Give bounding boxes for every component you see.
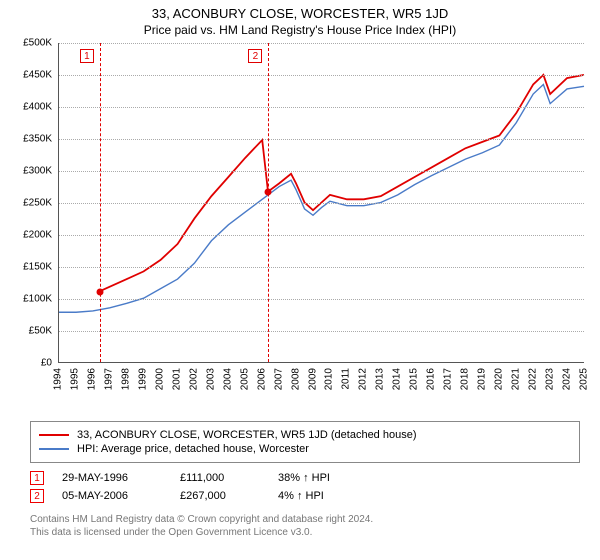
x-tick-label: 2007	[273, 368, 284, 390]
plot-area: 12	[58, 43, 584, 363]
price-paid-row: 2 05-MAY-2006 £267,000 4% ↑ HPI	[30, 487, 580, 505]
x-tick-label: 2024	[562, 368, 573, 390]
gridline-h	[59, 331, 584, 332]
x-tick-label: 2000	[154, 368, 165, 390]
legend-swatch	[39, 434, 69, 436]
gridline-h	[59, 43, 584, 44]
legend-swatch	[39, 448, 69, 450]
marker-line	[100, 43, 101, 362]
chart-title: 33, ACONBURY CLOSE, WORCESTER, WR5 1JD	[0, 0, 600, 21]
x-tick-label: 2001	[171, 368, 182, 390]
price-paid-amount: £267,000	[180, 490, 260, 502]
x-tick-label: 2011	[341, 368, 352, 390]
x-tick-label: 2006	[256, 368, 267, 390]
x-tick-label: 2022	[528, 368, 539, 390]
y-tick-label: £100K	[23, 294, 52, 305]
legend-item: 33, ACONBURY CLOSE, WORCESTER, WR5 1JD (…	[39, 428, 571, 442]
x-tick-label: 2018	[460, 368, 471, 390]
y-tick-label: £0	[41, 358, 52, 369]
price-paid-amount: £111,000	[180, 472, 260, 484]
price-paid-row: 1 29-MAY-1996 £111,000 38% ↑ HPI	[30, 469, 580, 487]
marker-dot	[96, 288, 103, 295]
x-tick-label: 1994	[53, 368, 64, 390]
legend-item: HPI: Average price, detached house, Worc…	[39, 442, 571, 456]
y-tick-label: £150K	[23, 262, 52, 273]
footer-attribution: Contains HM Land Registry data © Crown c…	[30, 513, 580, 539]
legend: 33, ACONBURY CLOSE, WORCESTER, WR5 1JD (…	[30, 421, 580, 463]
x-tick-label: 2017	[443, 368, 454, 390]
x-tick-label: 2004	[222, 368, 233, 390]
y-tick-label: £500K	[23, 38, 52, 49]
x-tick-label: 2015	[409, 368, 420, 390]
marker-badge: 1	[80, 49, 94, 63]
chart-subtitle: Price paid vs. HM Land Registry's House …	[0, 21, 600, 43]
x-tick-label: 1998	[120, 368, 131, 390]
x-tick-label: 1999	[137, 368, 148, 390]
x-tick-label: 2025	[579, 368, 590, 390]
x-tick-label: 2010	[324, 368, 335, 390]
legend-label: 33, ACONBURY CLOSE, WORCESTER, WR5 1JD (…	[77, 429, 417, 441]
legend-label: HPI: Average price, detached house, Worc…	[77, 443, 309, 455]
x-tick-label: 2002	[188, 368, 199, 390]
x-tick-label: 2019	[477, 368, 488, 390]
marker-badge: 2	[248, 49, 262, 63]
marker-dot	[265, 189, 272, 196]
series-line	[59, 84, 584, 312]
x-tick-label: 1997	[103, 368, 114, 390]
x-tick-label: 2003	[205, 368, 216, 390]
x-tick-label: 2012	[358, 368, 369, 390]
x-tick-label: 1995	[69, 368, 80, 390]
x-tick-label: 2013	[375, 368, 386, 390]
x-tick-label: 2016	[426, 368, 437, 390]
x-axis-labels: 1994199519961997199819992000200120022003…	[58, 368, 584, 418]
footer-line-1: Contains HM Land Registry data © Crown c…	[30, 513, 580, 526]
y-tick-label: £200K	[23, 230, 52, 241]
x-tick-label: 2009	[307, 368, 318, 390]
x-tick-label: 2005	[239, 368, 250, 390]
gridline-h	[59, 299, 584, 300]
price-paid-badge: 1	[30, 471, 44, 485]
gridline-h	[59, 235, 584, 236]
price-paid-date: 29-MAY-1996	[62, 472, 162, 484]
footer-line-2: This data is licensed under the Open Gov…	[30, 526, 580, 539]
gridline-h	[59, 107, 584, 108]
price-paid-table: 1 29-MAY-1996 £111,000 38% ↑ HPI 2 05-MAY-200…	[30, 469, 580, 505]
y-tick-label: £450K	[23, 70, 52, 81]
gridline-h	[59, 75, 584, 76]
gridline-h	[59, 171, 584, 172]
y-tick-label: £350K	[23, 134, 52, 145]
marker-line	[268, 43, 269, 362]
y-axis-labels: £0 £50K £100K £150K £200K £250K £300K £350K £400…	[10, 43, 54, 383]
x-tick-label: 2020	[494, 368, 505, 390]
price-paid-delta: 38% ↑ HPI	[278, 472, 330, 484]
gridline-h	[59, 139, 584, 140]
x-tick-label: 2023	[545, 368, 556, 390]
x-tick-label: 2021	[511, 368, 522, 390]
gridline-h	[59, 203, 584, 204]
x-tick-label: 2008	[290, 368, 301, 390]
y-tick-label: £250K	[23, 198, 52, 209]
x-tick-label: 2014	[392, 368, 403, 390]
x-tick-label: 1996	[86, 368, 97, 390]
y-tick-label: £300K	[23, 166, 52, 177]
gridline-h	[59, 267, 584, 268]
price-paid-delta: 4% ↑ HPI	[278, 490, 324, 502]
price-paid-badge: 2	[30, 489, 44, 503]
chart-container: £0 £50K £100K £150K £200K £250K £300K £350K £400…	[10, 43, 590, 383]
y-tick-label: £400K	[23, 102, 52, 113]
price-paid-date: 05-MAY-2006	[62, 490, 162, 502]
y-tick-label: £50K	[29, 326, 52, 337]
